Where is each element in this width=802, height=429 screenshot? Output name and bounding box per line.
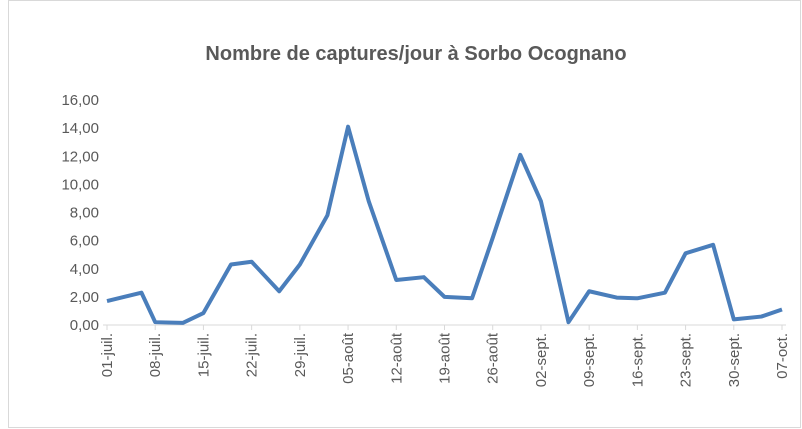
x-tick-label: 19-août	[437, 332, 454, 384]
x-tick-label: 09-sept.	[581, 333, 598, 387]
x-tick-label: 15-juil.	[195, 333, 212, 377]
x-tick-label: 16-sept.	[629, 333, 646, 387]
y-tick-label: 4,00	[70, 261, 99, 278]
x-tick-label: 07-oct.	[774, 333, 791, 379]
y-tick-label: 0,00	[70, 317, 99, 334]
x-tick-label: 01-juil.	[99, 333, 116, 377]
x-tick-label: 08-juil.	[147, 333, 164, 377]
x-tick-label: 30-sept.	[726, 333, 743, 387]
x-tick-label: 12-août	[388, 332, 405, 384]
y-tick-label: 10,00	[61, 176, 99, 193]
chart-title: Nombre de captures/jour à Sorbo Ocognano	[205, 43, 626, 65]
y-tick-label: 16,00	[61, 92, 99, 109]
x-tick-label: 05-août	[340, 332, 357, 384]
x-tick-label: 29-juil.	[292, 333, 309, 377]
y-tick-label: 14,00	[61, 120, 99, 137]
y-tick-label: 8,00	[70, 205, 99, 222]
y-tick-label: 12,00	[61, 148, 99, 165]
x-tick-label: 02-sept.	[533, 333, 550, 387]
y-tick-label: 6,00	[70, 233, 99, 250]
data-line	[106, 124, 783, 325]
y-tick-label: 2,00	[70, 289, 99, 306]
chart-frame	[8, 0, 801, 428]
x-tick-label: 26-août	[485, 332, 502, 384]
x-tick-label: 23-sept.	[678, 333, 695, 387]
x-tick-label: 22-juil.	[244, 333, 261, 377]
